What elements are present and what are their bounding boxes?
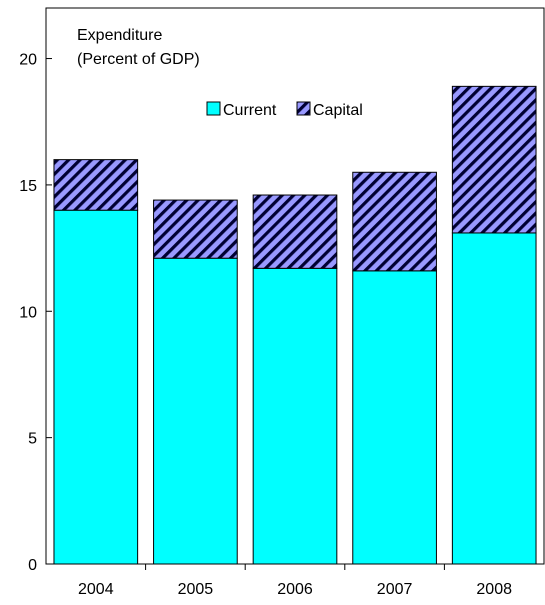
legend-swatch-current (206, 101, 221, 116)
chart-title: Expenditure (77, 27, 162, 44)
bar-capital-2008 (451, 85, 537, 234)
bar-current-2007 (352, 270, 437, 565)
bar-capital-2004 (53, 159, 139, 211)
legend-swatch-capital (296, 101, 311, 116)
x-tick-label-2006: 2006 (277, 581, 313, 598)
y-tick-label-10: 10 (19, 304, 37, 321)
chart-subtitle: (Percent of GDP) (77, 51, 200, 68)
bar-capital-2006 (252, 194, 338, 269)
x-tick-label-2008: 2008 (476, 581, 512, 598)
bar-current-2005 (153, 257, 238, 565)
legend-label-capital: Capital (313, 102, 363, 119)
legend: Current Capital (206, 101, 363, 119)
y-tick-label-15: 15 (19, 178, 37, 195)
y-tick-label-0: 0 (28, 557, 37, 574)
bars-group (53, 85, 537, 565)
y-tick-label-20: 20 (19, 52, 37, 69)
y-tick-label-5: 5 (28, 431, 37, 448)
y-axis: 0 5 10 15 20 (19, 52, 52, 574)
x-axis: 2004 2005 2006 2007 2008 (78, 564, 512, 598)
bar-current-2004 (53, 209, 139, 565)
bar-current-2008 (451, 232, 537, 565)
x-tick-label-2007: 2007 (377, 581, 413, 598)
bar-capital-2007 (352, 171, 437, 272)
legend-label-current: Current (223, 102, 277, 119)
bar-current-2006 (252, 267, 338, 565)
bar-capital-2005 (153, 199, 238, 259)
x-tick-label-2004: 2004 (78, 581, 114, 598)
x-tick-label-2005: 2005 (178, 581, 214, 598)
